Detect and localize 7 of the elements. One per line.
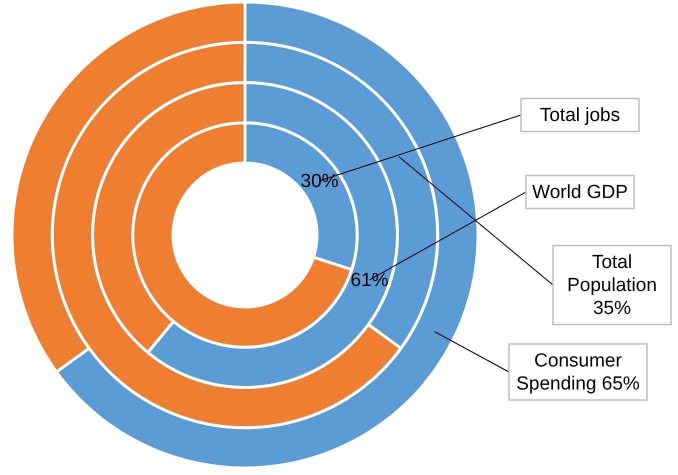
slice-label: World GDP	[532, 182, 628, 203]
slice-label: Total Population	[567, 252, 657, 296]
data-label: 61%	[350, 270, 389, 291]
text: Consumer Spending 65%	[516, 350, 640, 394]
slice-label: Total jobs	[540, 105, 620, 126]
data-label: 35%	[592, 298, 632, 319]
data-label: 30%	[300, 170, 339, 192]
